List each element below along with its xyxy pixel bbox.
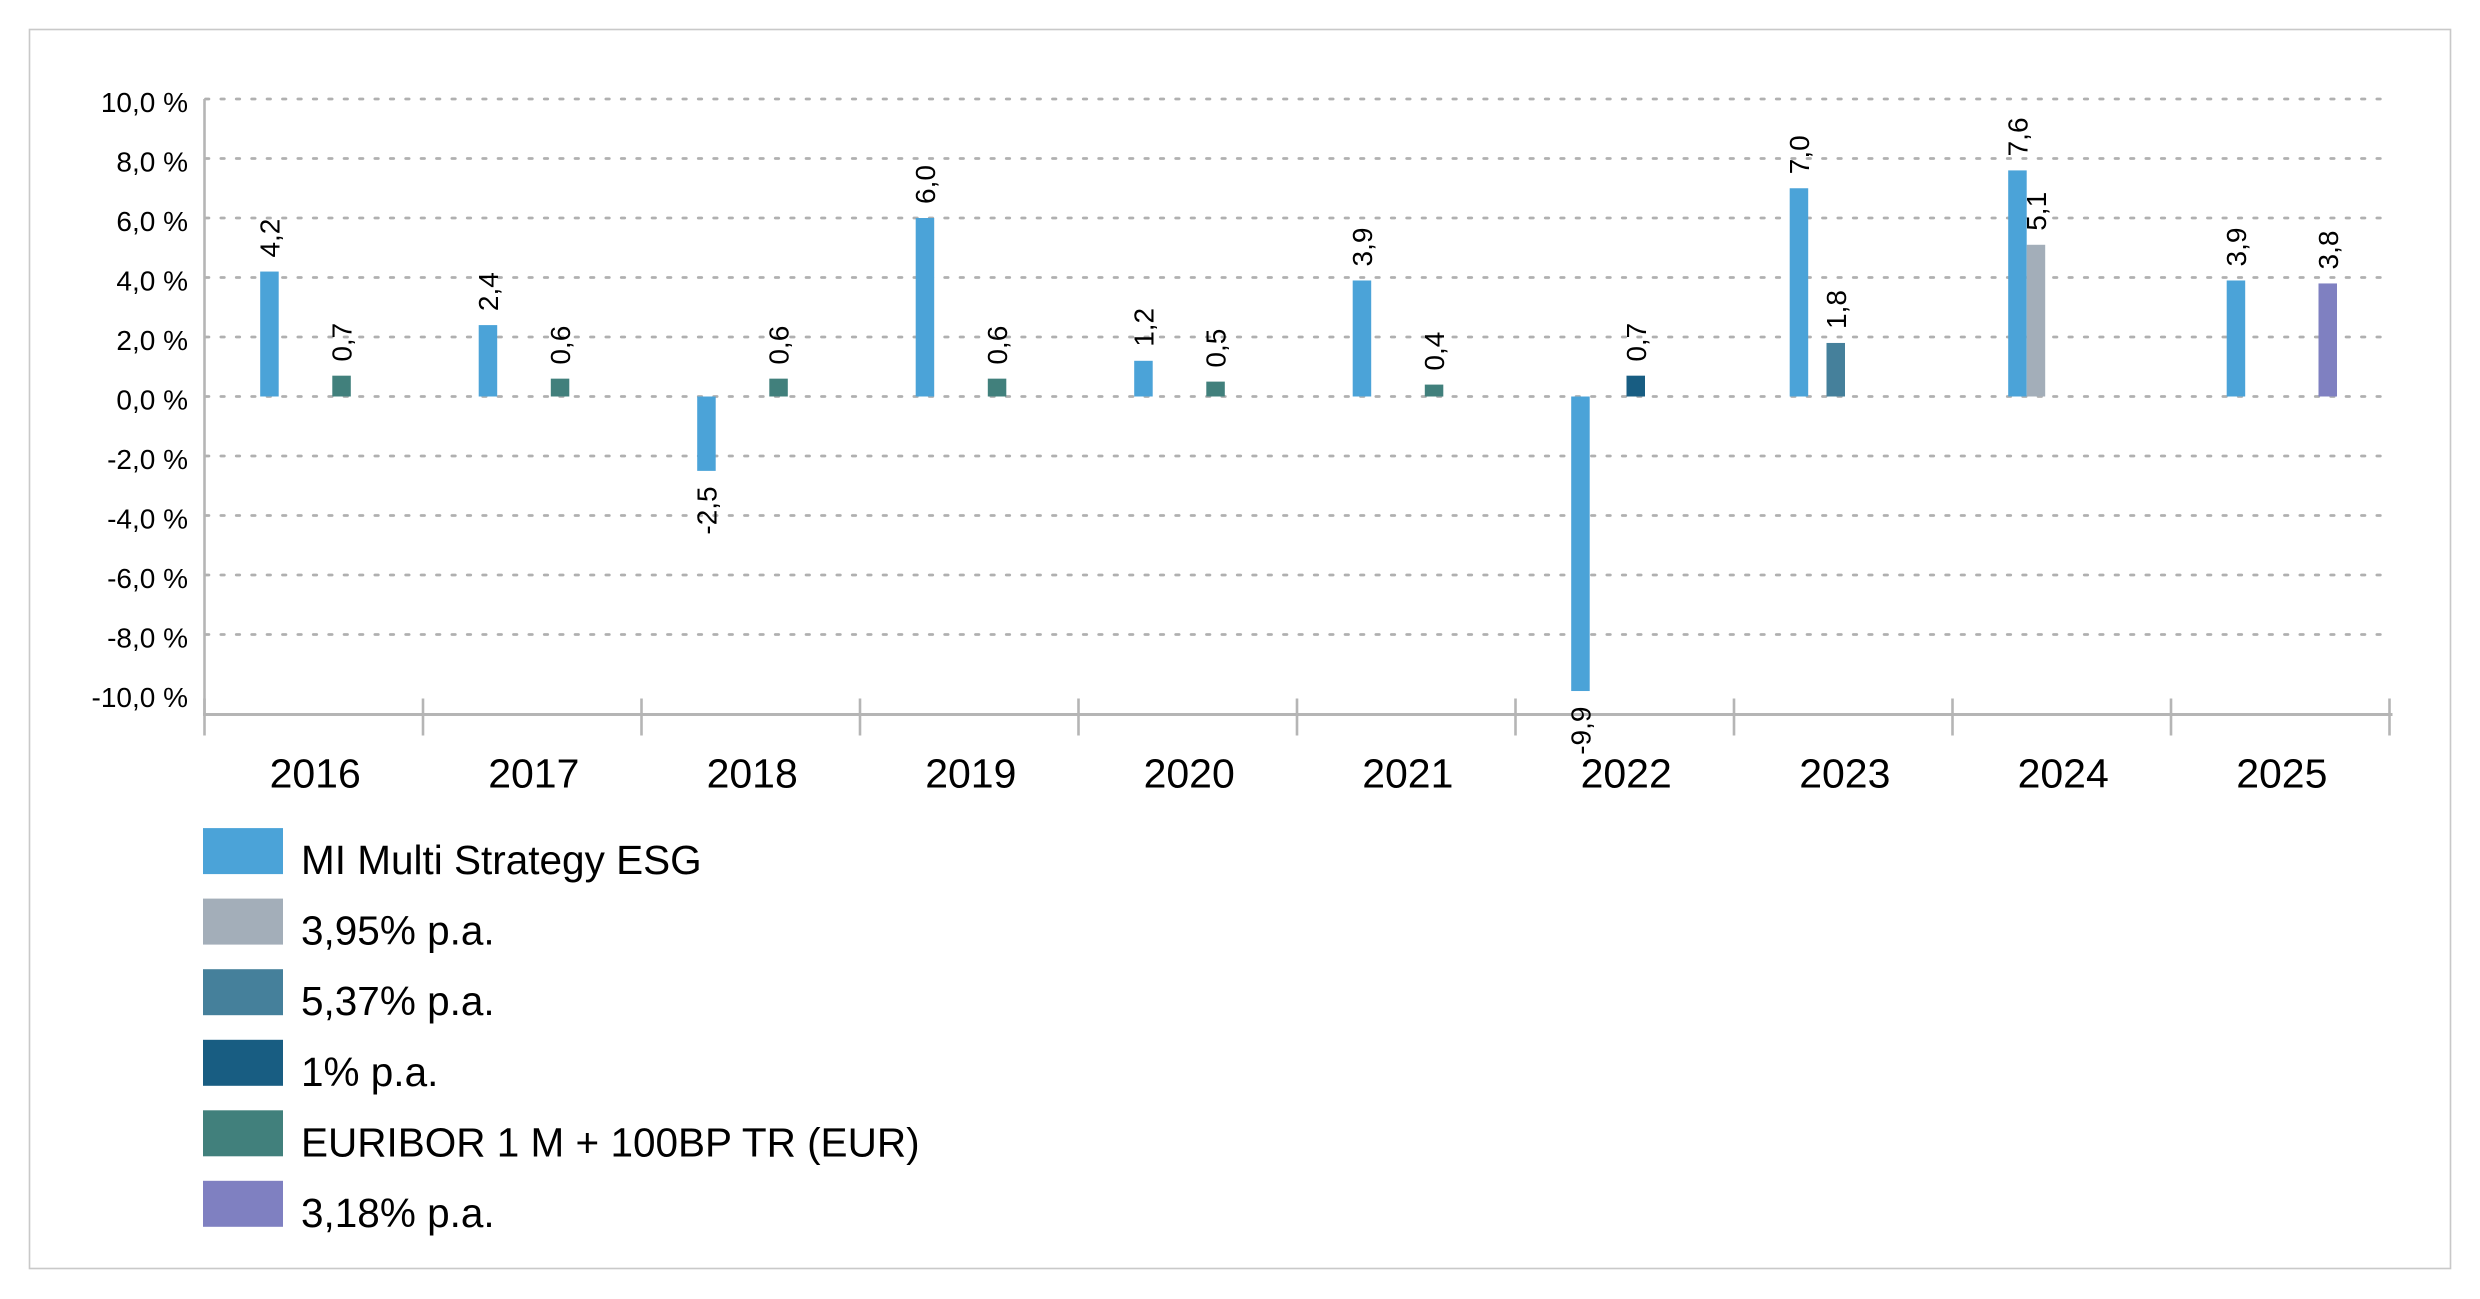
- svg-text:2,0 %: 2,0 %: [116, 325, 188, 356]
- svg-text:1,2: 1,2: [1128, 308, 1159, 347]
- svg-text:0,5: 0,5: [1201, 329, 1232, 368]
- svg-text:6,0 %: 6,0 %: [116, 206, 188, 237]
- svg-text:EURIBOR 1 M + 100BP TR (EUR): EURIBOR 1 M + 100BP TR (EUR): [301, 1119, 920, 1165]
- svg-text:-8,0 %: -8,0 %: [107, 623, 188, 654]
- svg-text:MI Multi Strategy ESG: MI Multi Strategy ESG: [301, 837, 702, 883]
- svg-text:2017: 2017: [488, 750, 579, 796]
- svg-text:7,0: 7,0: [1784, 135, 1815, 174]
- svg-text:4,2: 4,2: [254, 219, 285, 258]
- svg-text:2018: 2018: [707, 750, 798, 796]
- svg-text:10,0 %: 10,0 %: [101, 87, 188, 118]
- svg-text:0,6: 0,6: [982, 326, 1013, 365]
- svg-text:2,4: 2,4: [473, 272, 504, 311]
- svg-text:0,0 %: 0,0 %: [116, 385, 188, 416]
- svg-text:-6,0 %: -6,0 %: [107, 563, 188, 594]
- svg-text:1% p.a.: 1% p.a.: [301, 1049, 438, 1095]
- svg-text:2016: 2016: [270, 750, 361, 796]
- svg-text:2019: 2019: [925, 750, 1016, 796]
- svg-text:-4,0 %: -4,0 %: [107, 504, 188, 535]
- svg-text:3,8: 3,8: [2313, 231, 2344, 270]
- svg-text:5,1: 5,1: [2021, 192, 2052, 231]
- svg-text:0,6: 0,6: [764, 326, 795, 365]
- svg-text:7,6: 7,6: [2002, 117, 2033, 156]
- svg-text:-2,5: -2,5: [691, 486, 722, 534]
- svg-text:2024: 2024: [2018, 750, 2109, 796]
- svg-text:1,8: 1,8: [1821, 290, 1852, 329]
- svg-text:-9,9: -9,9: [1565, 707, 1596, 755]
- svg-text:2021: 2021: [1362, 750, 1453, 796]
- svg-text:2023: 2023: [1799, 750, 1890, 796]
- svg-text:-10,0 %: -10,0 %: [92, 682, 189, 713]
- svg-text:0,7: 0,7: [327, 323, 358, 362]
- svg-text:2025: 2025: [2236, 750, 2327, 796]
- svg-text:2020: 2020: [1144, 750, 1235, 796]
- svg-text:0,7: 0,7: [1621, 323, 1652, 362]
- svg-text:3,18% p.a.: 3,18% p.a.: [301, 1190, 495, 1236]
- svg-text:3,95% p.a.: 3,95% p.a.: [301, 908, 495, 954]
- svg-text:3,9: 3,9: [1347, 228, 1378, 267]
- svg-text:5,37% p.a.: 5,37% p.a.: [301, 978, 495, 1024]
- svg-text:2022: 2022: [1581, 750, 1672, 796]
- svg-text:4,0 %: 4,0 %: [116, 266, 188, 297]
- svg-text:8,0 %: 8,0 %: [116, 147, 188, 178]
- svg-text:6,0: 6,0: [910, 165, 941, 204]
- svg-text:0,4: 0,4: [1419, 332, 1450, 371]
- svg-text:0,6: 0,6: [545, 326, 576, 365]
- svg-text:3,9: 3,9: [2221, 228, 2252, 267]
- svg-text:-2,0 %: -2,0 %: [107, 444, 188, 475]
